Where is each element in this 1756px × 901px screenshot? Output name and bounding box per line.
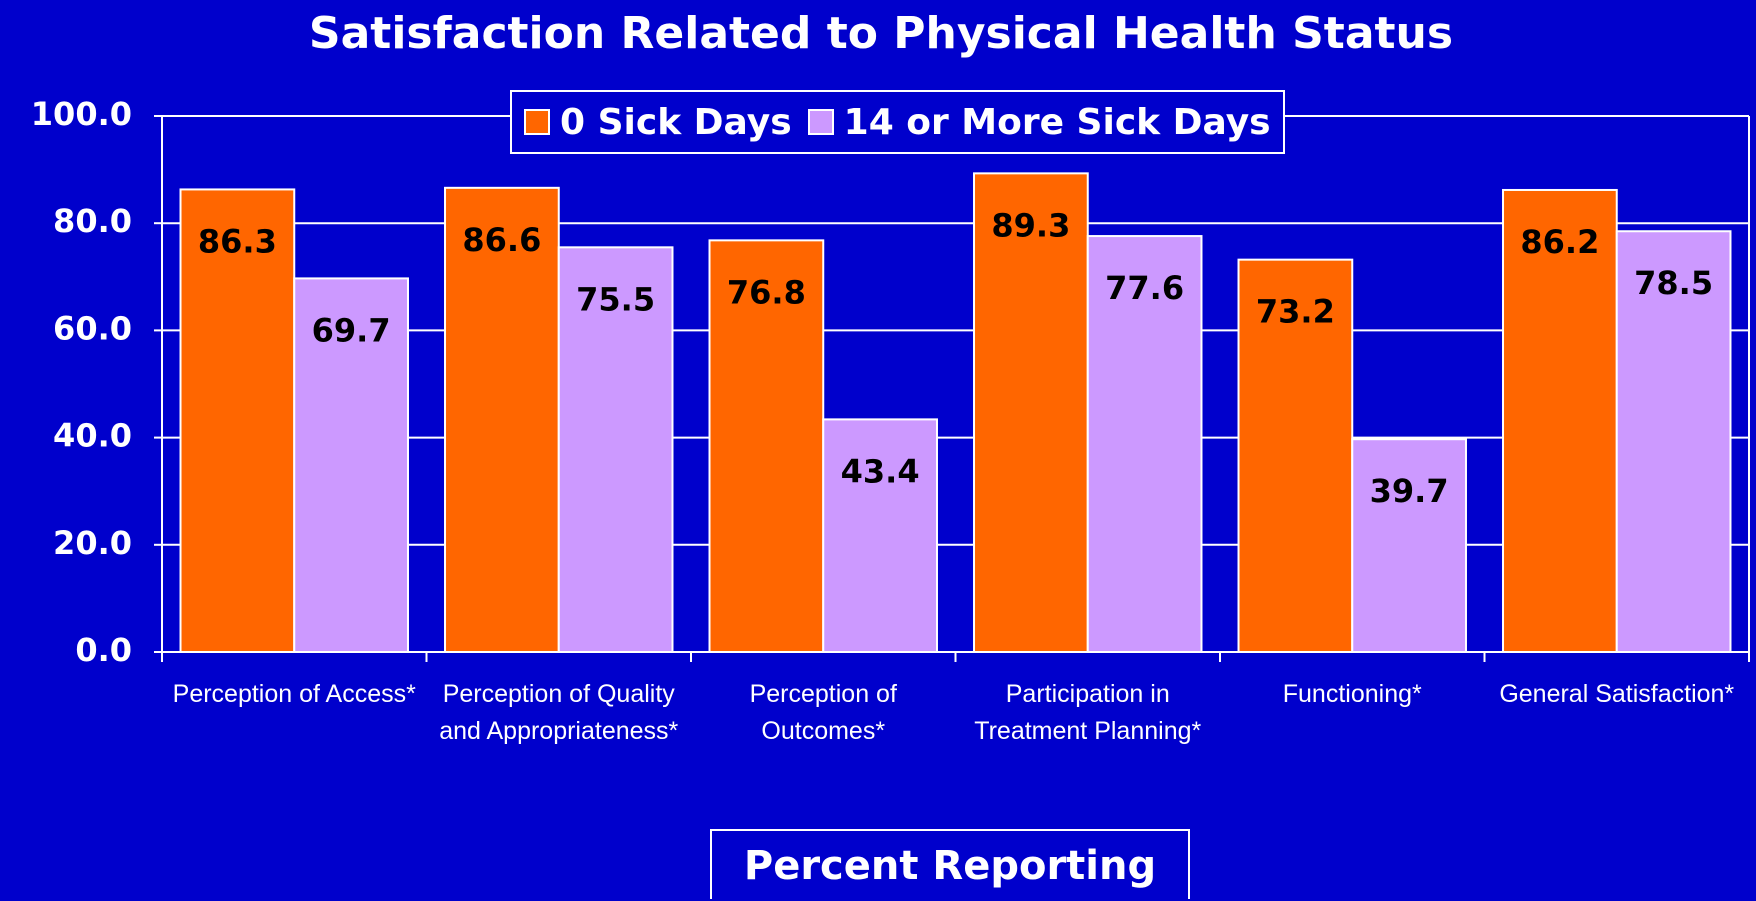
x-tick-label: Perception of Quality and Appropriatenes… <box>439 680 679 745</box>
value-label: 39.7 <box>1370 472 1449 510</box>
x-tick-label: Participation in Treatment Planning* <box>974 680 1202 745</box>
value-label: 89.3 <box>991 206 1070 244</box>
y-tick-label: 0.0 <box>75 631 132 669</box>
value-label: 69.7 <box>312 311 391 349</box>
value-label: 76.8 <box>727 273 806 311</box>
y-tick-label: 80.0 <box>53 202 132 240</box>
value-label: 86.3 <box>198 222 277 260</box>
bar <box>1615 230 1732 654</box>
bar <box>1237 258 1354 653</box>
legend: 0 Sick Days 14 or More Sick Days <box>510 90 1285 154</box>
x-tick-label: General Satisfaction* <box>1499 680 1735 708</box>
x-tick-label: Functioning* <box>1282 680 1422 708</box>
y-tick-label: 40.0 <box>53 417 132 455</box>
bar <box>973 172 1089 654</box>
bar <box>822 418 938 653</box>
bar <box>557 246 674 653</box>
x-axis-label: Percent Reporting <box>710 829 1190 899</box>
value-label: 43.4 <box>841 452 920 490</box>
legend-label: 14 or More Sick Days <box>843 101 1271 143</box>
value-label: 86.2 <box>1520 223 1599 261</box>
y-tick-label: 100.0 <box>31 95 132 133</box>
legend-swatch <box>524 109 550 135</box>
bar <box>444 186 560 653</box>
bar <box>1351 438 1467 654</box>
bar <box>179 188 296 653</box>
bar <box>1086 235 1203 653</box>
x-tick-label: Perception of Outcomes* <box>749 680 897 745</box>
value-label: 73.2 <box>1256 293 1335 331</box>
bar <box>708 239 825 654</box>
value-label: 77.6 <box>1105 269 1184 307</box>
bar <box>293 277 409 653</box>
x-tick-label: Perception of Access* <box>172 680 416 708</box>
y-tick-label: 20.0 <box>53 524 132 562</box>
y-tick-label: 60.0 <box>53 309 132 347</box>
value-label: 78.5 <box>1634 264 1713 302</box>
value-label: 75.5 <box>576 280 655 318</box>
chart-title: Satisfaction Related to Physical Health … <box>309 8 1453 59</box>
legend-label: 0 Sick Days <box>560 101 792 143</box>
value-label: 86.6 <box>462 221 541 259</box>
legend-swatch <box>807 109 834 135</box>
